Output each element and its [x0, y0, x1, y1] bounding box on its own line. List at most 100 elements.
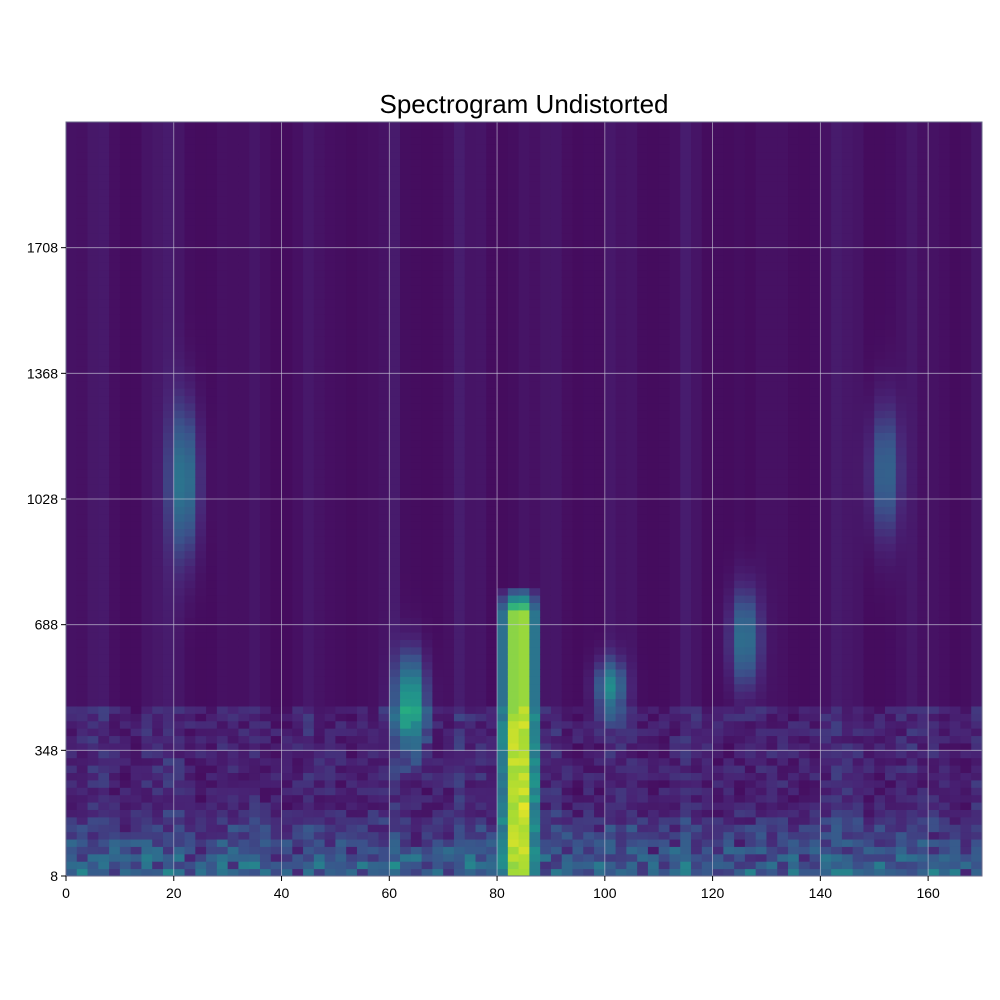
heatmap-cell: [292, 565, 304, 574]
heatmap-cell: [550, 144, 563, 153]
heatmap-cell: [98, 158, 110, 167]
heatmap-cell: [475, 277, 487, 286]
heatmap-cell: [227, 728, 239, 737]
heatmap-cell: [119, 314, 132, 323]
heatmap-cell: [206, 225, 218, 234]
heatmap-cell: [227, 602, 239, 611]
heatmap-cell: [453, 432, 466, 441]
heatmap-cell: [572, 447, 584, 456]
heatmap-cell: [367, 314, 380, 323]
heatmap-cell: [303, 750, 315, 759]
heatmap-cell: [518, 351, 530, 360]
heatmap-cell: [324, 565, 336, 574]
heatmap-cell: [410, 499, 423, 507]
heatmap-cell: [324, 269, 336, 278]
heatmap-cell: [119, 580, 132, 589]
heatmap-cell: [432, 210, 444, 219]
heatmap-cell: [206, 809, 218, 818]
heatmap-cell: [497, 846, 509, 855]
heatmap-cell: [195, 402, 207, 411]
heatmap-cell: [270, 632, 283, 640]
heatmap-cell: [76, 846, 89, 855]
heatmap-cell: [356, 654, 369, 663]
heatmap-cell: [66, 824, 78, 833]
heatmap-cell: [356, 210, 369, 219]
heatmap-cell: [216, 691, 229, 700]
heatmap-cell: [432, 543, 444, 552]
heatmap-cell: [259, 765, 272, 774]
heatmap-cell: [443, 203, 455, 212]
heatmap-cell: [464, 166, 477, 175]
heatmap-cell: [184, 595, 196, 603]
heatmap-cell: [518, 269, 530, 278]
heatmap-cell: [389, 373, 401, 382]
heatmap-cell: [76, 365, 89, 374]
heatmap-cell: [583, 255, 595, 263]
heatmap-cell: [98, 232, 110, 241]
heatmap-cell: [109, 720, 121, 729]
heatmap-cell: [303, 292, 315, 300]
heatmap-cell: [66, 151, 78, 160]
heatmap-cell: [216, 388, 229, 397]
heatmap-cell: [550, 787, 563, 796]
heatmap-cell: [335, 558, 347, 567]
heatmap-cell: [432, 144, 444, 153]
heatmap-cell: [529, 144, 541, 153]
heatmap-cell: [141, 462, 153, 470]
heatmap-cell: [141, 831, 153, 840]
heatmap-cell: [518, 299, 530, 308]
heatmap-cell: [421, 395, 433, 404]
heatmap-cell: [356, 484, 369, 493]
heatmap-cell: [497, 742, 509, 751]
heatmap-cell: [410, 543, 423, 552]
heatmap-cell: [173, 447, 186, 456]
heatmap-cell: [270, 144, 283, 153]
heatmap-cell: [464, 861, 477, 870]
heatmap-cell: [303, 136, 315, 145]
heatmap-cell: [475, 654, 487, 663]
heatmap-cell: [475, 750, 487, 759]
heatmap-cell: [152, 632, 164, 640]
heatmap-cell: [540, 402, 552, 411]
heatmap-cell: [141, 277, 153, 286]
heatmap-cell: [66, 232, 78, 241]
heatmap-cell: [464, 691, 477, 700]
heatmap-cell: [141, 654, 153, 663]
heatmap-cell: [583, 558, 595, 567]
heatmap-cell: [421, 402, 433, 411]
heatmap-cell: [216, 632, 229, 640]
heatmap-cell: [87, 521, 99, 530]
heatmap-cell: [410, 218, 423, 226]
heatmap-cell: [497, 646, 509, 655]
heatmap-cell: [130, 861, 142, 870]
heatmap-cell: [507, 824, 520, 833]
heatmap-cell: [206, 521, 218, 530]
heatmap-cell: [195, 861, 207, 870]
heatmap-cell: [216, 188, 229, 197]
heatmap-cell: [66, 632, 78, 640]
heatmap-cell: [98, 181, 110, 190]
heatmap-cell: [583, 639, 595, 648]
heatmap-cell: [421, 269, 433, 278]
heatmap-cell: [432, 794, 444, 803]
heatmap-cell: [216, 661, 229, 670]
heatmap-cell: [216, 824, 229, 833]
heatmap-cell: [109, 595, 121, 603]
heatmap-cell: [313, 203, 326, 212]
heatmap-cell: [206, 742, 218, 751]
heatmap-cell: [324, 151, 336, 160]
heatmap-cell: [550, 373, 563, 382]
heatmap-cell: [486, 292, 498, 300]
heatmap-cell: [400, 550, 412, 559]
heatmap-cell: [76, 669, 89, 677]
heatmap-cell: [443, 550, 455, 559]
heatmap-cell: [270, 676, 283, 685]
heatmap-cell: [346, 646, 358, 655]
heatmap-cell: [195, 853, 207, 862]
heatmap-cell: [76, 432, 89, 441]
heatmap-cell: [400, 447, 412, 456]
heatmap-cell: [518, 284, 530, 293]
heatmap-cell: [98, 129, 110, 138]
heatmap-cell: [303, 232, 315, 241]
heatmap-cell: [367, 676, 380, 685]
